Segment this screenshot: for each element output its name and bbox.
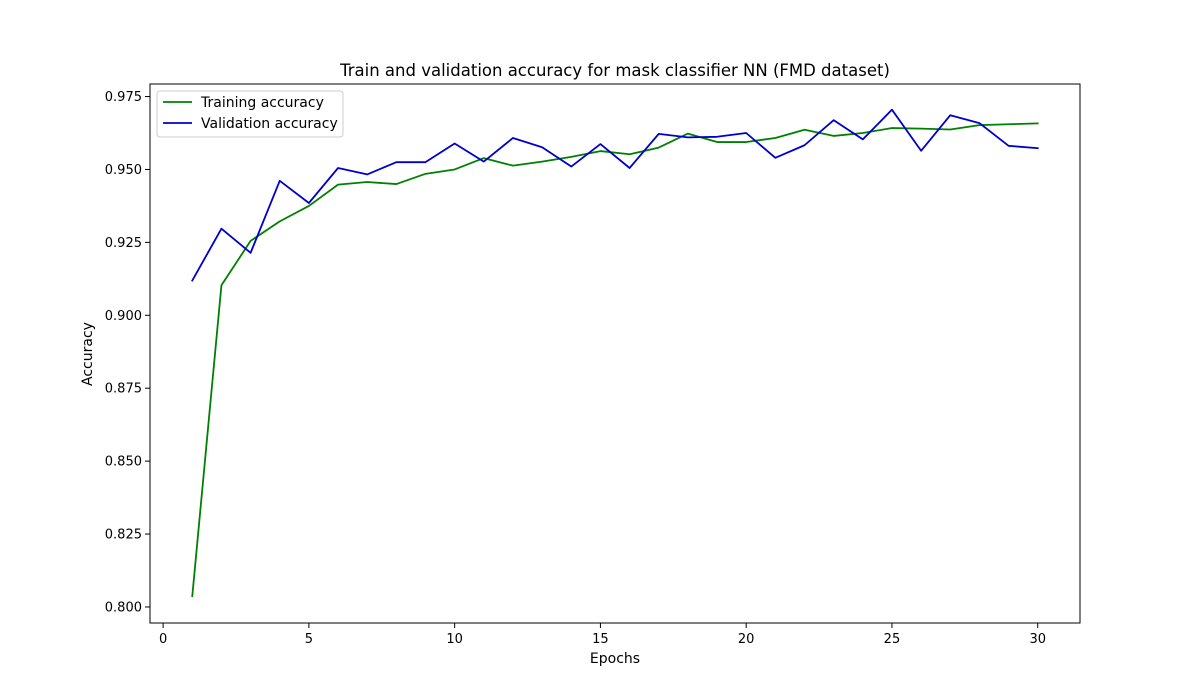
plot-area: 0 5 10 15 20 25 30 0.800 0.825 0.850 0.875 0.900 0.9… [105,83,1081,647]
legend-label: Training accuracy [200,95,324,111]
chart-title: Train and validation accuracy for mask c… [339,61,890,80]
y-tick-label: 0.900 [105,309,142,324]
legend-label: Validation accuracy [201,116,338,132]
x-tick-label: 5 [305,632,313,647]
legend-box [156,90,344,138]
y-tick-label: 0.975 [105,90,142,105]
x-tick-label: 30 [1029,632,1046,647]
y-tick-label: 0.925 [105,236,142,251]
x-tick-label: 15 [592,632,609,647]
series-line-validation [191,108,1039,282]
x-tick-label: 10 [446,632,463,647]
y-tick-label: 0.825 [105,528,142,543]
series-line-training [191,122,1039,598]
axes-frame [149,83,1081,624]
x-tick-label: 20 [738,632,755,647]
legend: Training accuracy Validation accuracy [156,90,344,138]
y-tick-label: 0.800 [105,600,142,615]
y-axis-label: Accuracy [80,322,96,386]
x-axis-label: Epochs [590,651,640,667]
y-tick-label: 0.950 [105,163,142,178]
y-tick-label: 0.850 [105,455,142,470]
x-tick-label: 25 [884,632,901,647]
y-tick-label: 0.875 [105,382,142,397]
x-tick-label: 0 [159,632,167,647]
